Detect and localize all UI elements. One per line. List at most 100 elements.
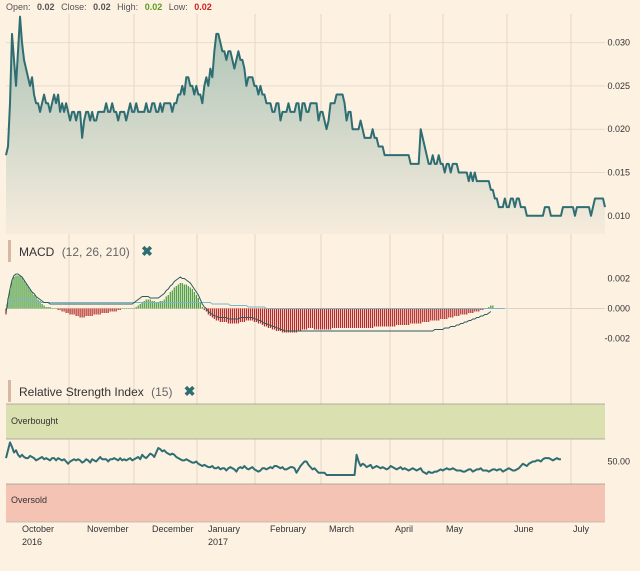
macd-bar bbox=[345, 308, 348, 328]
overbought-zone bbox=[6, 404, 605, 439]
macd-bar bbox=[147, 299, 149, 309]
macd-bar bbox=[255, 308, 258, 322]
rsi-panel-label: Relative Strength Index (15) ✖ bbox=[8, 380, 196, 402]
macd-title: MACD bbox=[19, 245, 55, 259]
macd-bar bbox=[23, 280, 25, 309]
macd-bar bbox=[73, 308, 75, 315]
ohlc-readout: Open: 0.02 Close: 0.02 High: 0.02 Low: 0… bbox=[6, 2, 216, 12]
macd-bar bbox=[69, 308, 71, 315]
macd-bar bbox=[77, 308, 79, 316]
macd-bar bbox=[83, 308, 85, 318]
macd-bar bbox=[243, 308, 245, 322]
macd-close-icon[interactable]: ✖ bbox=[141, 243, 153, 259]
macd-bar bbox=[450, 308, 452, 318]
macd-bar bbox=[41, 304, 43, 309]
month-label-2: December bbox=[152, 524, 194, 534]
oversold-label: Oversold bbox=[11, 495, 47, 505]
macd-bar bbox=[275, 308, 278, 331]
macd-bar bbox=[57, 308, 59, 310]
macd-bar bbox=[424, 308, 426, 322]
macd-tick-label-0: 0.002 bbox=[607, 274, 630, 284]
macd-bar bbox=[253, 308, 256, 322]
macd-bar bbox=[241, 308, 243, 322]
macd-bar bbox=[65, 308, 67, 313]
macd-bar bbox=[233, 308, 235, 324]
price-tick-label-0: 0.030 bbox=[607, 38, 630, 48]
macd-bar bbox=[349, 308, 352, 328]
macd-bar bbox=[468, 308, 470, 313]
high-readout: High: 0.02 bbox=[117, 2, 163, 12]
macd-bar bbox=[321, 308, 324, 330]
macd-bar bbox=[201, 307, 203, 309]
month-label-1: November bbox=[87, 524, 129, 534]
macd-bar bbox=[341, 308, 344, 328]
macd-bar bbox=[105, 308, 107, 313]
macd-bar bbox=[311, 308, 314, 328]
macd-bar bbox=[237, 308, 239, 324]
macd-bar bbox=[398, 308, 400, 325]
macd-bar bbox=[436, 308, 438, 321]
macd-bar bbox=[327, 308, 330, 330]
macd-bar bbox=[185, 284, 187, 309]
macd-bar bbox=[245, 308, 247, 321]
macd-bar bbox=[392, 308, 394, 327]
macd-bar bbox=[15, 275, 17, 309]
macd-bar bbox=[390, 308, 392, 327]
macd-bar bbox=[339, 308, 342, 328]
macd-bar bbox=[422, 308, 424, 322]
macd-bar bbox=[295, 308, 298, 333]
macd-bar bbox=[33, 295, 35, 309]
macd-bar bbox=[404, 308, 406, 325]
macd-bar bbox=[143, 301, 145, 309]
macd-bar bbox=[325, 308, 328, 330]
macd-bar bbox=[47, 307, 49, 309]
macd-bar bbox=[247, 308, 250, 321]
macd-bar bbox=[99, 308, 101, 315]
macd-bar bbox=[309, 308, 312, 328]
macd-bar bbox=[285, 308, 288, 333]
macd-bar bbox=[53, 308, 55, 309]
macd-bar bbox=[221, 308, 223, 322]
macd-bar bbox=[394, 308, 396, 327]
macd-bar bbox=[460, 308, 462, 315]
macd-bar bbox=[408, 308, 410, 325]
rsi-close-icon[interactable]: ✖ bbox=[183, 383, 196, 399]
macd-bar bbox=[87, 308, 89, 316]
macd-bar bbox=[107, 308, 109, 313]
month-label-6: April bbox=[395, 524, 413, 534]
macd-bar bbox=[13, 277, 15, 309]
macd-bar bbox=[452, 308, 454, 318]
macd-bar bbox=[117, 308, 119, 310]
macd-bar bbox=[386, 308, 388, 327]
macd-bar bbox=[372, 308, 374, 328]
vertical-gridlines bbox=[68, 14, 572, 522]
macd-bar bbox=[448, 308, 450, 318]
macd-bar bbox=[55, 308, 57, 309]
macd-bar bbox=[109, 308, 111, 312]
macd-bar bbox=[97, 308, 99, 315]
macd-bar bbox=[63, 308, 65, 312]
month-label-7: May bbox=[446, 524, 464, 534]
year-label-1: 2017 bbox=[208, 537, 228, 547]
macd-bar bbox=[307, 308, 310, 328]
macd-bar bbox=[239, 308, 241, 322]
macd-bar bbox=[85, 308, 87, 316]
month-label-9: July bbox=[573, 524, 590, 534]
macd-bar bbox=[416, 308, 418, 324]
macd-bar bbox=[177, 284, 179, 309]
macd-bar bbox=[121, 308, 123, 309]
low-value: 0.02 bbox=[194, 2, 212, 12]
macd-bar bbox=[191, 289, 193, 309]
macd-bar bbox=[267, 308, 270, 328]
macd-bar bbox=[235, 308, 237, 324]
macd-bar bbox=[470, 308, 472, 313]
close-readout: Close: 0.02 bbox=[61, 2, 111, 12]
macd-bar bbox=[414, 308, 416, 324]
macd-bar bbox=[17, 275, 19, 309]
macd-bar bbox=[402, 308, 404, 325]
macd-bar bbox=[215, 308, 217, 321]
macd-bar bbox=[434, 308, 436, 321]
macd-bar bbox=[474, 308, 476, 312]
open-value: 0.02 bbox=[37, 2, 55, 12]
macd-bar bbox=[209, 308, 211, 316]
